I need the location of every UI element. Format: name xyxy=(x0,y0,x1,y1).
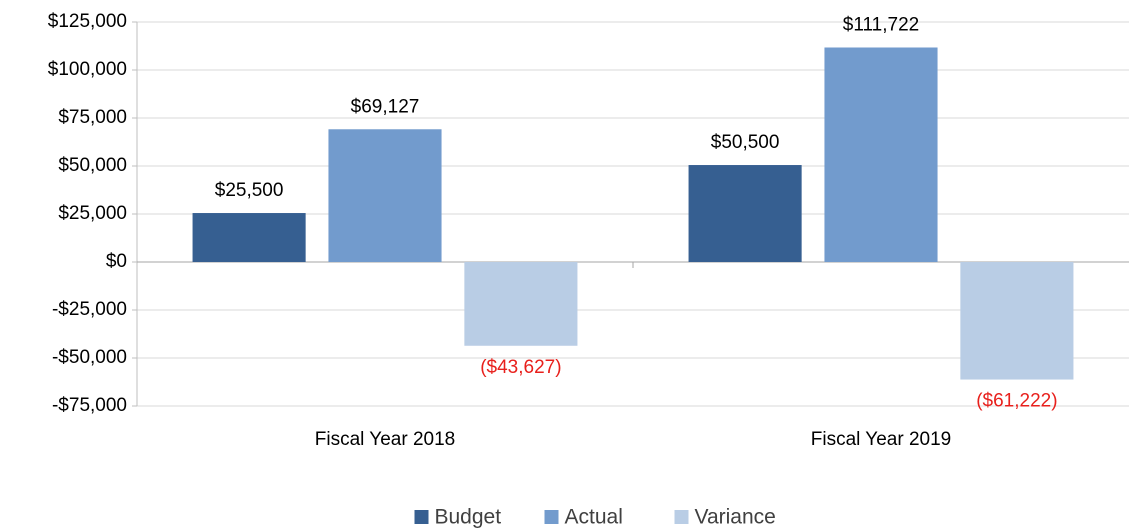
legend-swatch xyxy=(674,510,689,524)
legend-label: Actual xyxy=(565,506,623,529)
x-tick-label: Fiscal Year 2018 xyxy=(315,429,456,450)
x-tick-label: Fiscal Year 2019 xyxy=(811,429,952,450)
bar xyxy=(464,262,578,346)
bar xyxy=(192,213,306,262)
bar xyxy=(688,165,802,262)
value-label: ($61,222) xyxy=(976,391,1057,412)
y-tick-label: $75,000 xyxy=(58,107,127,128)
value-label: $69,127 xyxy=(351,96,420,117)
legend-label: Budget xyxy=(435,506,502,529)
legend-label: Variance xyxy=(695,506,776,529)
y-tick-label: $125,000 xyxy=(48,11,127,32)
value-label: $25,500 xyxy=(215,180,284,201)
y-tick-label: $0 xyxy=(106,251,127,272)
bar xyxy=(328,129,442,262)
y-tick-label: $25,000 xyxy=(58,203,127,224)
y-tick-label: $50,000 xyxy=(58,155,127,176)
y-tick-label: $100,000 xyxy=(48,59,127,80)
bar xyxy=(960,262,1074,380)
y-tick-label: -$25,000 xyxy=(52,299,127,320)
legend-swatch xyxy=(544,510,559,524)
value-label: ($43,627) xyxy=(480,357,561,378)
value-label: $111,722 xyxy=(843,15,919,36)
y-tick-label: -$75,000 xyxy=(52,395,127,416)
value-label: $50,500 xyxy=(711,132,780,153)
y-tick-label: -$50,000 xyxy=(52,347,127,368)
bar xyxy=(824,47,938,262)
legend-swatch xyxy=(414,510,429,524)
